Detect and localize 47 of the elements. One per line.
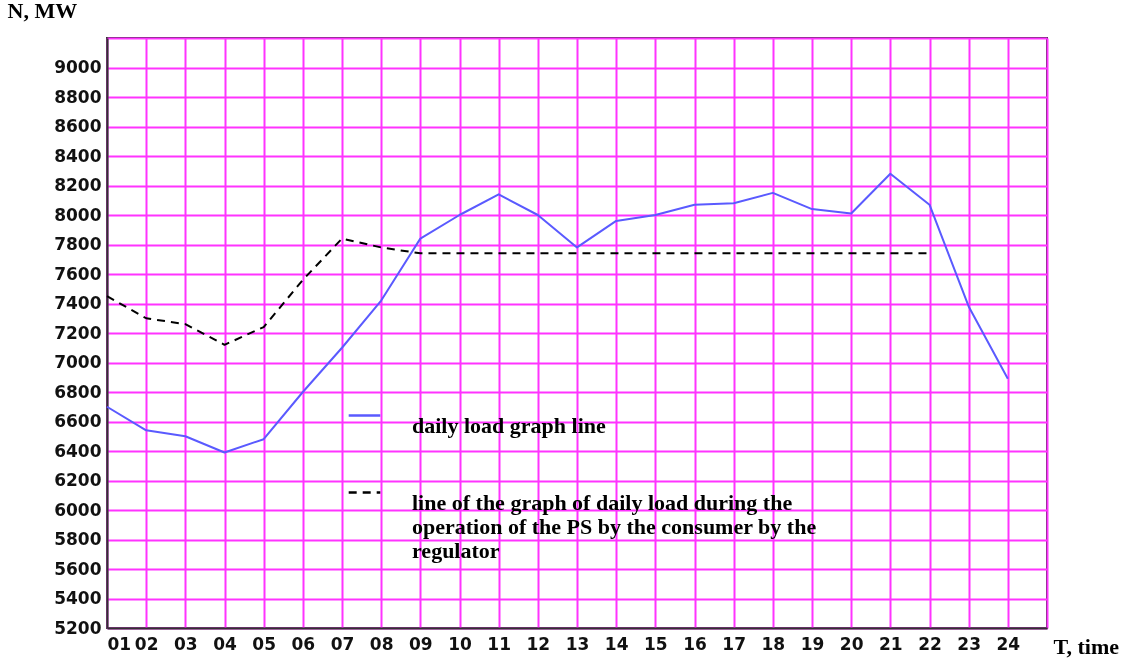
x-tick-label: 03 <box>174 633 198 654</box>
x-tick-label: 10 <box>448 633 472 654</box>
x-tick-label: 01 <box>107 633 132 654</box>
y-tick-label: 8200 <box>54 175 102 195</box>
y-tick-label: 5200 <box>54 617 102 638</box>
y-tick-label: 6200 <box>54 470 102 490</box>
y-tick-label: 7800 <box>54 234 102 254</box>
y-tick-label: 6000 <box>54 499 102 520</box>
x-axis-title: T, time <box>1053 633 1120 659</box>
y-tick-label: 7600 <box>54 263 102 284</box>
y-tick-label: 8800 <box>54 86 102 107</box>
y-tick-label: 8400 <box>54 145 102 166</box>
x-tick-label: 14 <box>604 633 629 654</box>
x-tick-label: 15 <box>644 633 668 654</box>
x-tick-label: 19 <box>800 633 825 654</box>
x-tick-label: 05 <box>252 633 276 654</box>
y-tick-label: 5400 <box>54 588 102 608</box>
y-tick-label: 8600 <box>54 116 102 136</box>
x-tick-label: 13 <box>565 633 590 654</box>
x-tick-label: 23 <box>957 633 981 654</box>
x-tick-label: 08 <box>369 633 394 654</box>
x-tick-label: 21 <box>879 633 903 654</box>
x-tick-label: 12 <box>526 633 551 654</box>
x-tick-label: 02 <box>134 633 159 654</box>
y-tick-label: 7400 <box>54 293 102 313</box>
y-tick-label: 5800 <box>54 529 102 549</box>
x-tick-label: 06 <box>291 633 316 654</box>
y-tick-label: 7200 <box>54 322 102 343</box>
y-tick-label: 7000 <box>54 352 102 372</box>
y-tick-label: 6400 <box>54 440 102 461</box>
x-tick-label: 22 <box>918 633 942 654</box>
x-tick-label: 17 <box>722 633 746 654</box>
y-tick-label: 8000 <box>54 204 102 225</box>
line-series <box>106 172 1009 454</box>
x-tick-label: 04 <box>213 633 237 654</box>
x-tick-label: 16 <box>683 633 707 654</box>
x-tick-label: 18 <box>761 633 786 654</box>
y-tick-label: 9000 <box>54 57 102 77</box>
x-tick-label: 09 <box>409 633 433 654</box>
y-tick-label: 6800 <box>54 381 102 402</box>
x-tick-label: 11 <box>487 633 511 654</box>
y-axis-title: N, MW <box>7 0 78 23</box>
x-tick-label: 20 <box>839 633 864 654</box>
y-tick-label: 5600 <box>54 558 102 579</box>
y-tick-label: 6600 <box>54 411 102 431</box>
x-tick-label: 24 <box>996 633 1021 654</box>
x-tick-label: 07 <box>330 633 355 654</box>
